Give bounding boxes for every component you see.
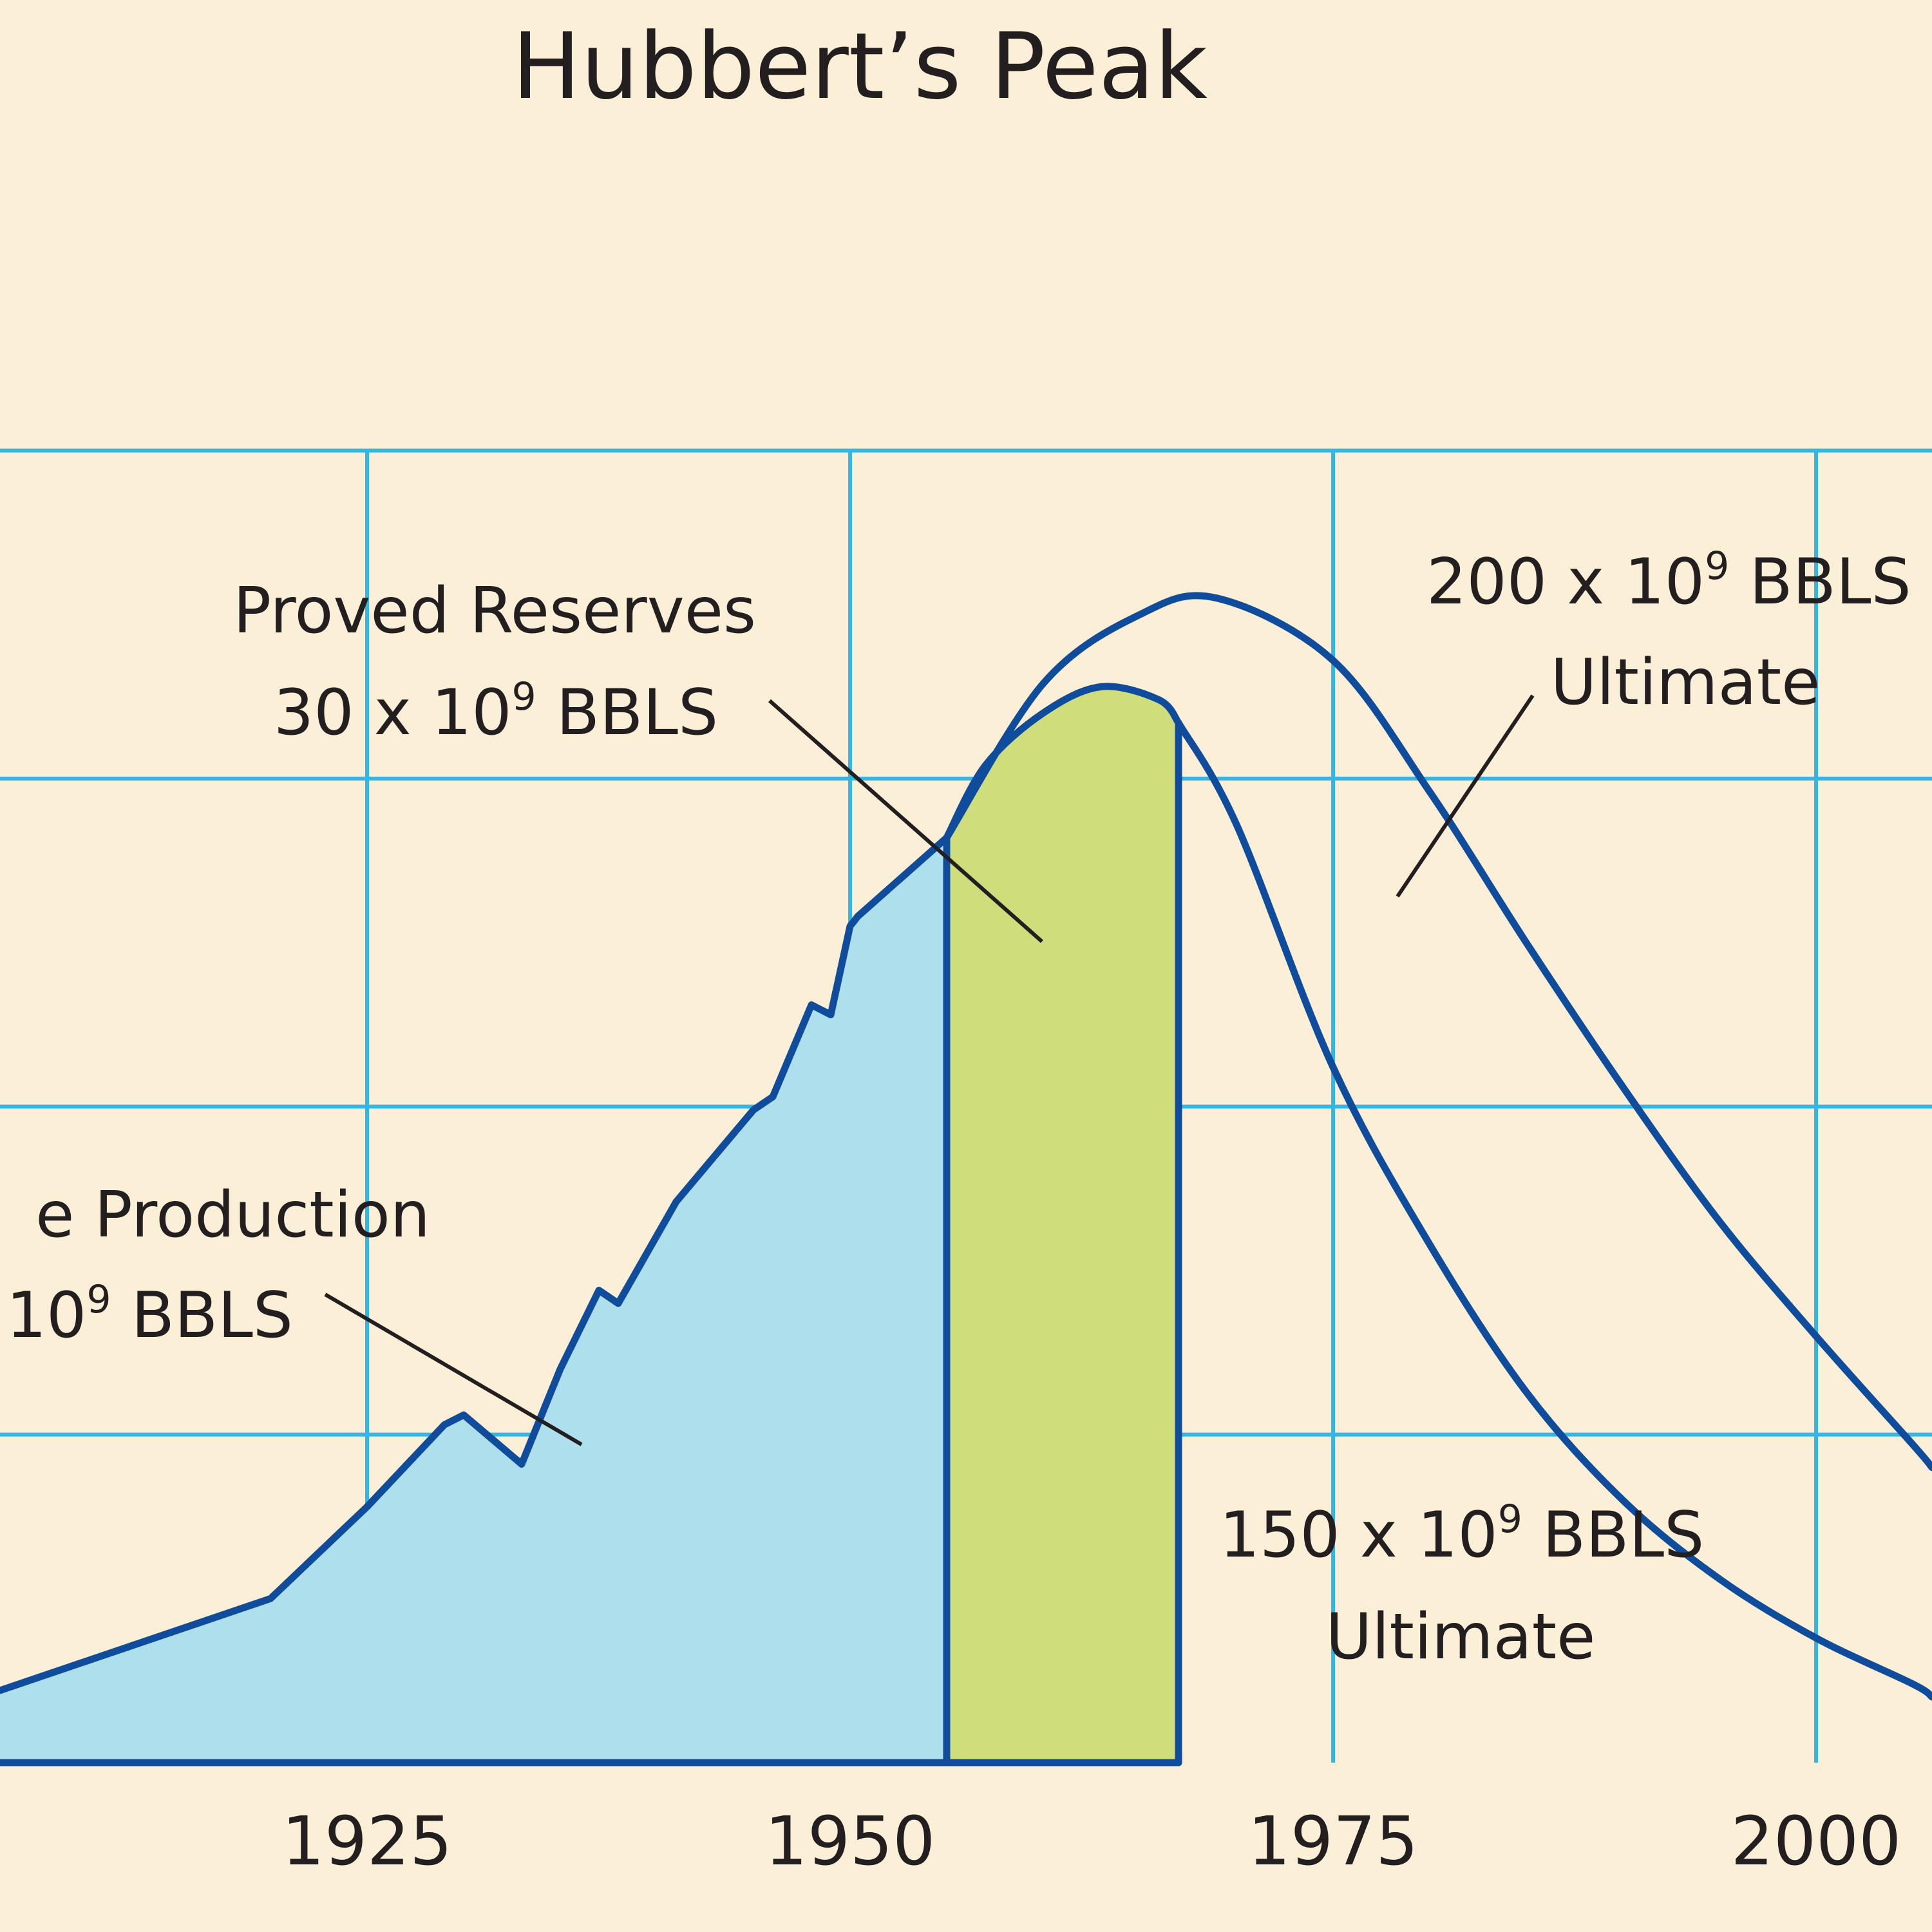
cumulative-production-line [0,834,951,1694]
ultimate-200-curve [943,592,1932,1472]
ultimate-150-label: Ultimate [1326,1600,1596,1674]
annotation-proved-reserves: Proved Reserves 30 x 109 BBLS [233,574,756,750]
proved-reserves-amount: 30 x 109 BBLS [274,674,718,750]
chart-title: Hubbert’s Peak [512,14,1208,120]
x-tick-label: 2000 [1731,1802,1902,1880]
x-tick-label: 1975 [1248,1802,1419,1880]
x-tick-label: 1950 [765,1802,936,1880]
cumulative-production-amount: 109 BBLS [6,1277,293,1352]
ultimate-150-amount: 150 x 109 BBLS [1220,1497,1705,1572]
proved-reserves-area [947,686,1179,1763]
series-lines [0,592,1932,1766]
proved-reserves-curve [943,683,1182,842]
leader-lines [324,694,1535,1446]
leader-line-proved-reserves [768,699,1043,943]
annotation-cumulative-production: e Production 109 BBLS [6,1179,430,1352]
ultimate-200-amount: 200 x 109 BBLS [1426,544,1911,619]
x-axis-ticks: 1925 1950 1975 2000 [282,1802,1902,1880]
proved-reserves-label: Proved Reserves [233,574,756,648]
ultimate-200-label: Ultimate [1551,646,1821,719]
leader-line-cumulative-production [324,1293,583,1446]
cumulative-production-label: e Production [35,1179,430,1252]
ultimate-150-curve [1175,719,1932,1701]
annotation-ultimate-150: 150 x 109 BBLS Ultimate [1220,1497,1705,1674]
annotation-ultimate-200: 200 x 109 BBLS Ultimate [1426,544,1911,719]
shaded-regions [0,686,1179,1763]
cumulative-production-area [0,837,947,1763]
x-tick-label: 1925 [282,1802,453,1880]
leader-line-ultimate-200 [1396,694,1535,898]
